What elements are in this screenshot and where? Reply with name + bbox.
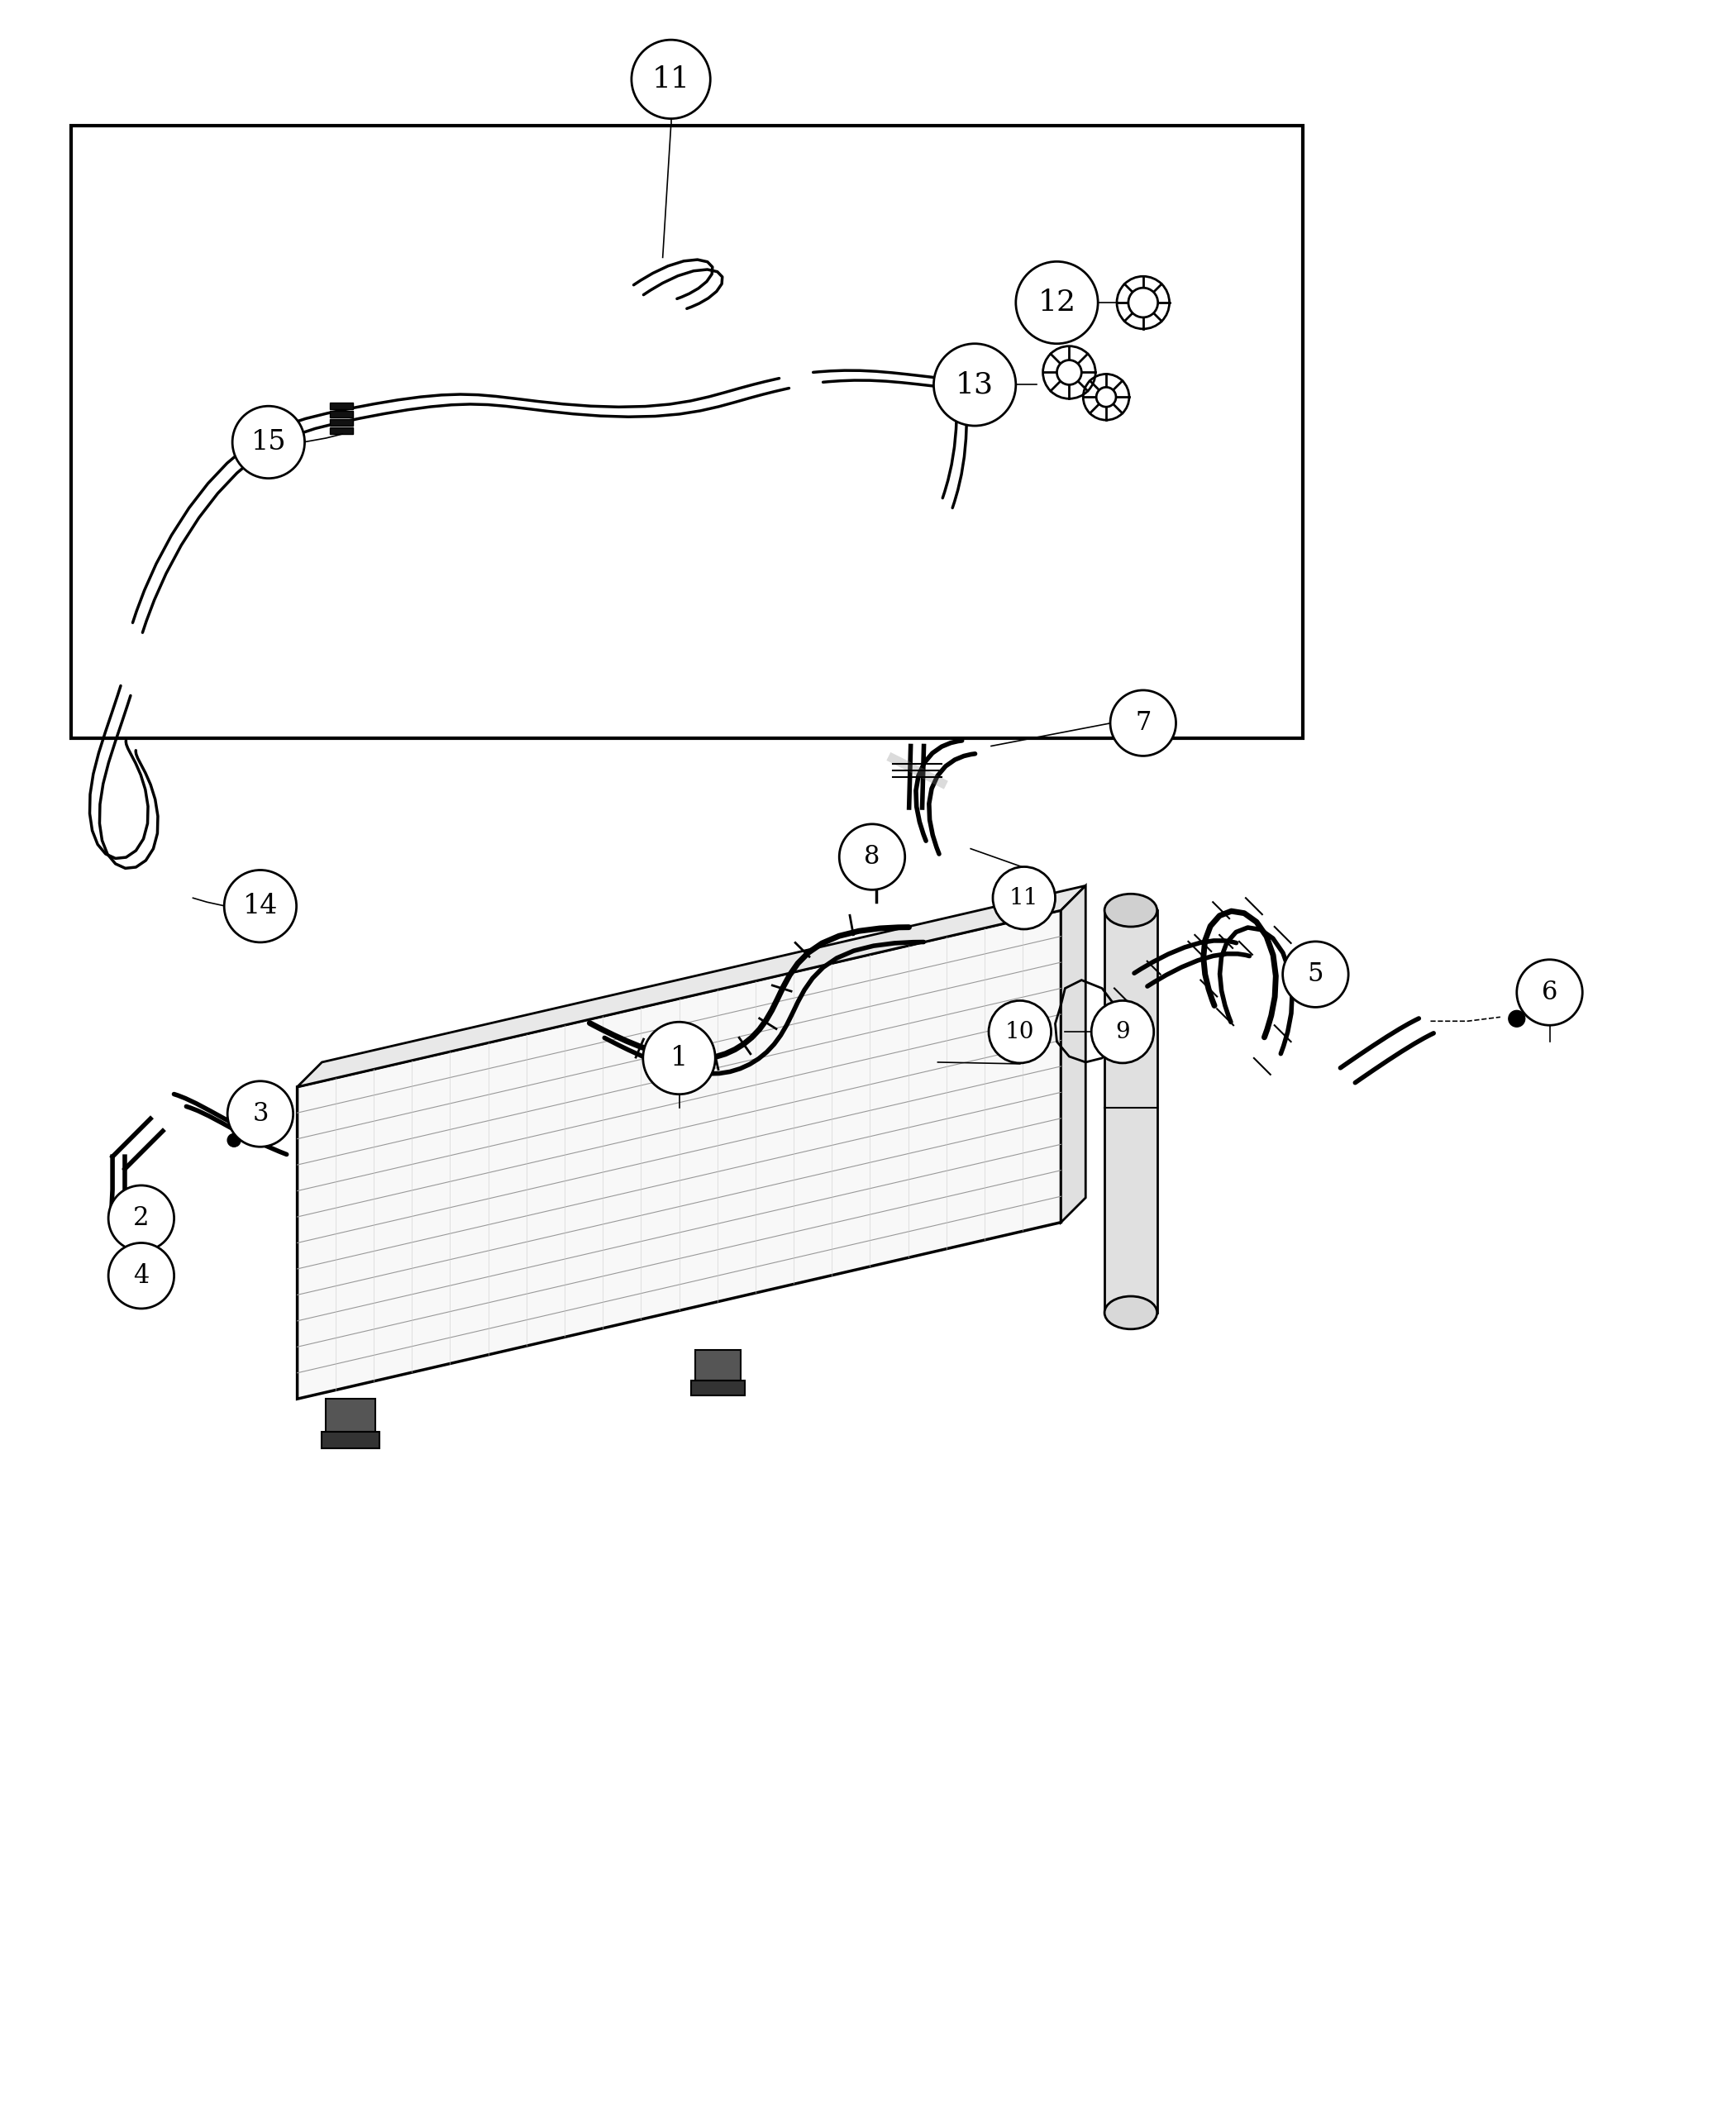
Ellipse shape <box>1104 1296 1158 1330</box>
Circle shape <box>1016 261 1097 344</box>
Bar <box>330 411 352 417</box>
Circle shape <box>1509 1010 1524 1027</box>
Text: 12: 12 <box>1038 289 1076 316</box>
Bar <box>321 1431 380 1448</box>
Text: 11: 11 <box>653 65 689 93</box>
Text: 2: 2 <box>134 1206 149 1231</box>
Bar <box>330 403 352 409</box>
Circle shape <box>227 1081 293 1147</box>
Circle shape <box>1092 1001 1154 1062</box>
Circle shape <box>1097 388 1116 407</box>
Circle shape <box>233 407 304 479</box>
Circle shape <box>227 1134 241 1147</box>
Circle shape <box>632 40 710 118</box>
Text: 6: 6 <box>1542 980 1557 1006</box>
Circle shape <box>224 871 297 942</box>
Circle shape <box>990 1001 1050 1062</box>
Circle shape <box>108 1185 174 1250</box>
Circle shape <box>108 1244 174 1309</box>
Text: 7: 7 <box>1135 710 1151 736</box>
Text: 4: 4 <box>134 1263 149 1288</box>
Circle shape <box>1057 360 1082 386</box>
Polygon shape <box>1061 885 1085 1223</box>
Text: 1: 1 <box>670 1046 687 1071</box>
Text: 5: 5 <box>1307 961 1323 987</box>
Circle shape <box>993 866 1055 930</box>
Circle shape <box>1111 689 1175 757</box>
Text: 11: 11 <box>1009 887 1038 909</box>
Circle shape <box>1283 942 1349 1008</box>
Text: 14: 14 <box>243 894 278 919</box>
Bar <box>326 1400 375 1431</box>
Bar <box>696 1349 741 1381</box>
Circle shape <box>838 824 904 890</box>
Polygon shape <box>297 911 1061 1400</box>
Circle shape <box>1128 289 1158 318</box>
Circle shape <box>1517 959 1583 1024</box>
Text: 13: 13 <box>957 371 993 398</box>
Circle shape <box>642 1022 715 1094</box>
Bar <box>1104 911 1158 1313</box>
Text: 8: 8 <box>865 843 880 871</box>
Circle shape <box>934 344 1016 426</box>
Text: 10: 10 <box>1005 1020 1035 1043</box>
Polygon shape <box>297 885 1085 1088</box>
Text: 3: 3 <box>252 1100 269 1128</box>
Bar <box>330 428 352 434</box>
Ellipse shape <box>1104 894 1158 928</box>
Text: 15: 15 <box>252 430 286 455</box>
Bar <box>330 419 352 426</box>
Bar <box>691 1381 745 1395</box>
Text: 9: 9 <box>1115 1020 1130 1043</box>
